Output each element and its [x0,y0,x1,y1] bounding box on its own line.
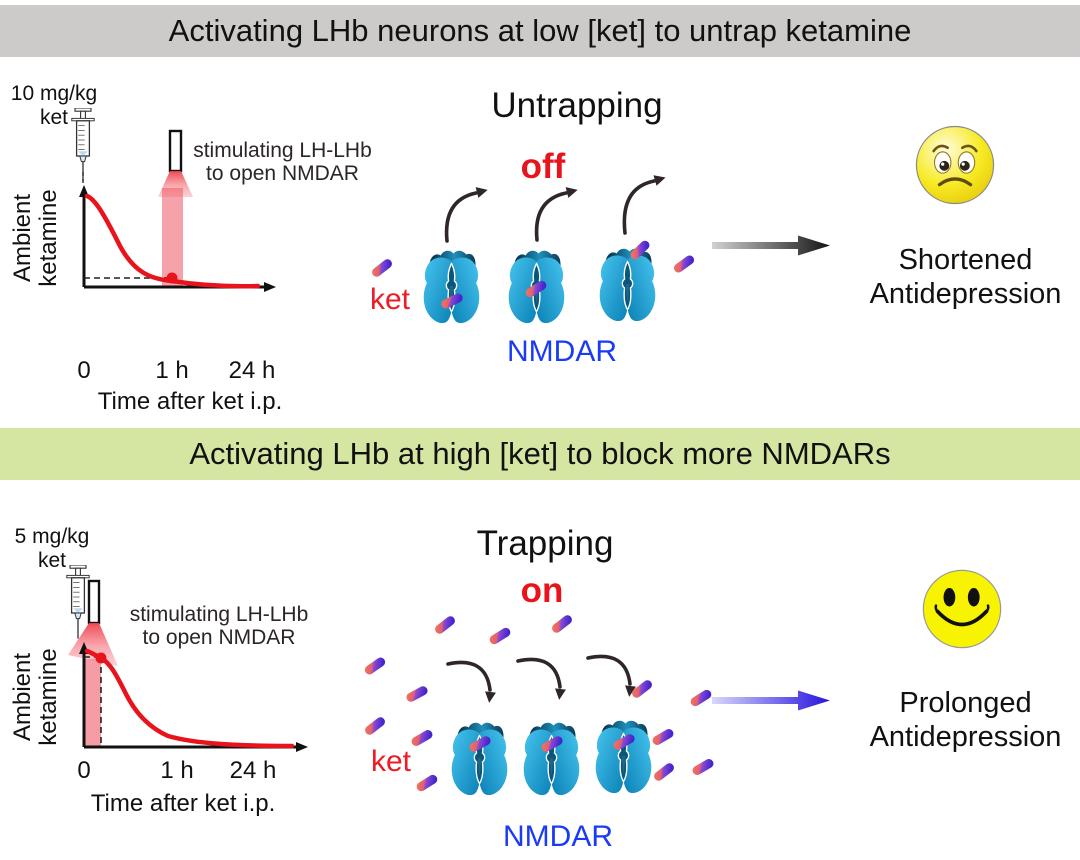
nmdar-receptor [599,248,656,322]
syringe-icon [65,565,91,640]
tick-label-1h: 1 h [160,757,194,784]
sad-face-icon [914,124,996,206]
nmdar-label: NMDAR [503,820,613,853]
outcome-text: Shortened Antidepression [869,244,1062,310]
nmdar-label: NMDAR [507,335,617,368]
nmdar-receptor [595,720,652,794]
stimulation-point [166,272,178,284]
arrowhead [475,187,488,198]
untrapping-arrows [444,179,656,243]
panel-top-header-title: Activating LHb neurons at low [ket] to u… [168,13,912,48]
arrowhead [565,187,578,198]
arrowhead [555,688,566,700]
nmdar-receptor [451,722,508,796]
nmdar-receptor [423,250,480,324]
outcome-text: Prolonged Antidepression [869,687,1062,753]
time-axis-label: Time after ket i.p. [97,388,283,415]
ketamine-decay-curve [84,193,261,289]
tick-label-0: 0 [77,757,91,784]
ketamine-pill-icon [672,253,696,275]
ambient-ketamine-axis-label: Ambient ketamine [9,648,62,746]
trapping-arrows [446,654,632,692]
mechanism-state: on [520,571,564,610]
panel-top-header-band: Activating LHb neurons at low [ket] to u… [0,5,1080,57]
stimulation-note: stimulating LH-LHb to open NMDAR [129,603,309,649]
happy-face-icon [921,568,1003,650]
stimulation-region [85,659,101,747]
stimulation-point [95,652,107,664]
ket-label: ket [369,283,411,316]
optic-fiber-icon [168,129,183,173]
panel-top-graphics [70,108,996,324]
stimulation-bar [162,188,183,287]
outcome-arrow-icon [712,235,830,256]
mechanism-title: Trapping [476,524,614,563]
tick-label-24h: 24 h [229,757,277,784]
arrowhead [653,175,666,186]
stimulation-note: stimulating LH-LHb to open NMDAR [193,139,372,185]
tick-label-24h: 24 h [228,357,276,384]
arrowhead [485,691,496,703]
dose-label: 5 mg/kg ket [14,525,90,572]
ket-label: ket [370,745,412,778]
ketamine-decay-curve [84,648,295,749]
mechanism-title: Untrapping [491,86,663,125]
panel-bottom-graphics [65,565,1003,796]
mechanism-state: off [520,147,566,186]
ketamine-pill-icon [370,257,394,279]
light-cone [158,171,193,197]
time-axis-label: Time after ket i.p. [90,790,276,817]
panel-bottom-header-band: Activating LHb at high [ket] to block mo… [0,428,1080,480]
tick-label-0: 0 [77,357,91,384]
x-axis-arrowhead [296,742,308,752]
dose-label: 10 mg/kg ket [10,82,98,129]
panel-bottom-header-title: Activating LHb at high [ket] to block mo… [189,436,891,471]
ambient-ketamine-axis-label: Ambient ketamine [9,189,62,287]
optic-fiber-icon [87,579,101,625]
x-axis-arrowhead [264,282,276,292]
nmdar-receptor [523,722,580,796]
arrowhead [625,685,636,697]
outcome-arrow-icon [712,690,830,711]
tick-label-1h: 1 h [155,357,189,384]
